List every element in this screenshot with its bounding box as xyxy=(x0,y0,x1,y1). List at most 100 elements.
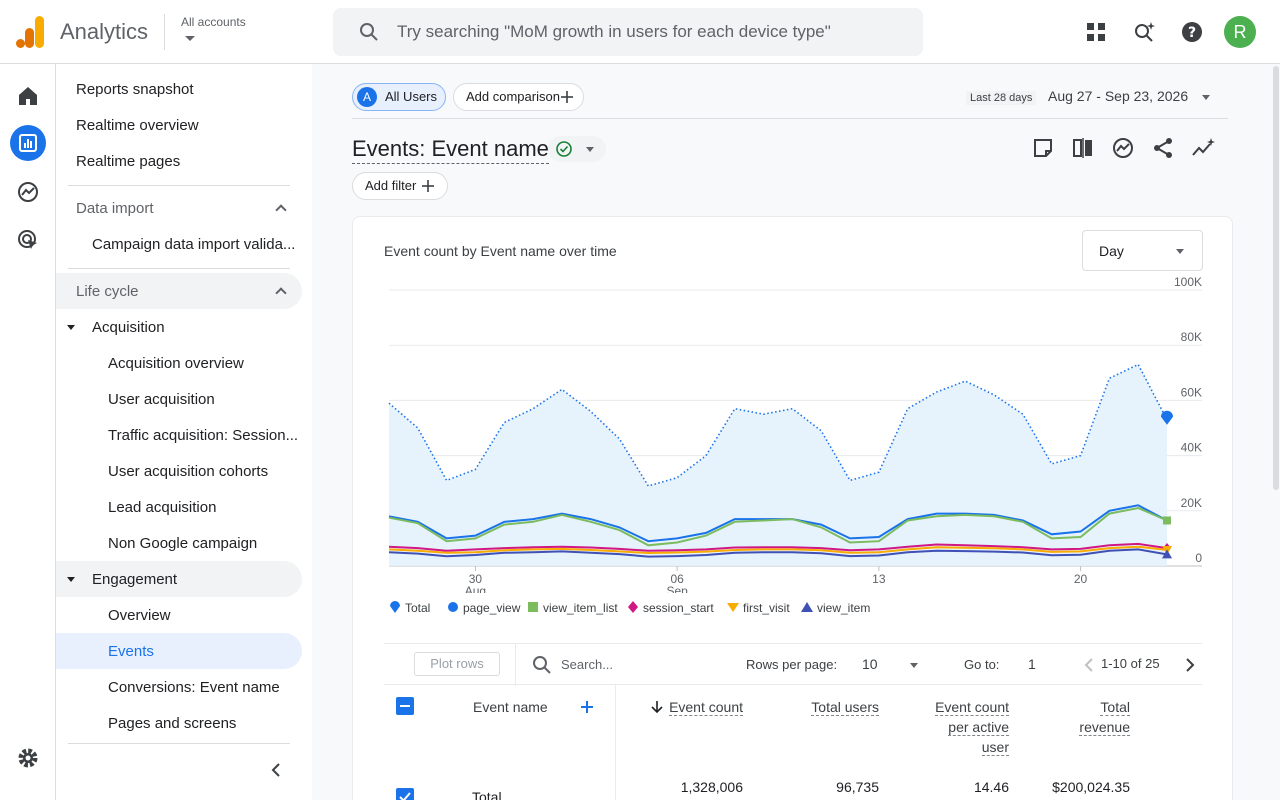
revenue-header-line-2: revenue xyxy=(1079,719,1130,736)
goto-page-input[interactable]: 1 xyxy=(1028,656,1036,672)
anomaly-insights-icon[interactable] xyxy=(1191,136,1215,160)
compare-icon[interactable] xyxy=(1071,136,1095,160)
nav-section-data-import[interactable]: Data import xyxy=(76,200,154,217)
nav-section-lifecycle[interactable]: Life cycle xyxy=(76,283,139,300)
nav-campaign-data-import[interactable]: Campaign data import valida... xyxy=(92,236,296,253)
customize-report-icon[interactable] xyxy=(1031,136,1055,160)
add-comparison-button[interactable]: Add comparison xyxy=(453,83,584,111)
collapse-nav-icon[interactable] xyxy=(269,762,283,778)
granularity-select[interactable]: Day xyxy=(1082,230,1203,271)
nav-engagement-overview[interactable]: Overview xyxy=(108,607,171,624)
column-header-total-revenue[interactable]: Total revenue xyxy=(1033,697,1130,737)
previous-page-icon[interactable] xyxy=(1083,657,1095,673)
account-dropdown-icon[interactable] xyxy=(185,36,195,41)
nav-acquisition-overview[interactable]: Acquisition overview xyxy=(108,355,244,372)
nav-acquisition[interactable]: Acquisition xyxy=(92,319,165,336)
total-revenue-value: $200,024.35 xyxy=(1052,779,1130,795)
header-divider xyxy=(352,118,1228,119)
column-header-total-users[interactable]: Total users xyxy=(773,697,879,717)
column-header-event-name[interactable]: Event name xyxy=(473,699,548,715)
avatar[interactable]: R xyxy=(1224,16,1256,48)
per-user-header-line-2: per active xyxy=(948,719,1009,736)
x-tick-label: 20 xyxy=(1074,572,1088,586)
legend-item-first-visit[interactable]: first_visit xyxy=(727,601,790,615)
nav-events[interactable]: Events xyxy=(108,643,154,660)
nav-user-acquisition[interactable]: User acquisition xyxy=(108,391,215,408)
analytics-logo-icon[interactable] xyxy=(16,16,44,48)
explore-icon[interactable] xyxy=(16,180,40,204)
nav-realtime-pages[interactable]: Realtime pages xyxy=(76,153,181,170)
series-end-marker-view-item xyxy=(1162,549,1172,559)
nav-engagement[interactable]: Engagement xyxy=(92,571,178,588)
select-all-checkbox[interactable] xyxy=(396,697,414,715)
table-toolbar: Plot rows Search... Rows per page: 10 Go… xyxy=(384,643,1202,686)
nav-realtime-overview[interactable]: Realtime overview xyxy=(76,117,199,134)
home-icon[interactable] xyxy=(16,84,40,108)
table-search-input[interactable]: Search... xyxy=(561,657,614,672)
nav-traffic-acquisition[interactable]: Traffic acquisition: Session... xyxy=(108,427,299,444)
nav-reports-snapshot[interactable]: Reports snapshot xyxy=(76,81,194,98)
search-input[interactable]: Try searching "MoM growth in users for e… xyxy=(397,22,831,41)
total-row-label: Total xyxy=(472,789,502,800)
date-dropdown-icon[interactable] xyxy=(1202,95,1210,100)
date-range-picker[interactable]: Aug 27 - Sep 23, 2026 xyxy=(1048,88,1189,104)
share-icon[interactable] xyxy=(1151,136,1175,160)
legend-marker-icon xyxy=(528,602,538,612)
per-user-header-line-3: user xyxy=(981,739,1009,756)
legend-label: first_visit xyxy=(743,601,790,615)
per-user-header-line-1: Event count xyxy=(935,699,1009,716)
nav-engagement-highlight xyxy=(56,561,302,597)
data-quality-chip[interactable] xyxy=(548,136,606,162)
series-line-view-item-list xyxy=(388,506,1168,547)
insights-icon[interactable] xyxy=(1111,136,1135,160)
legend-marker-icon xyxy=(448,602,458,612)
sort-descending-icon[interactable] xyxy=(651,700,663,714)
add-dimension-plus-icon[interactable] xyxy=(580,700,594,714)
apps-grid-icon[interactable] xyxy=(1084,20,1108,44)
legend-label: Total xyxy=(405,601,431,615)
total-row-checkbox[interactable] xyxy=(396,788,414,800)
x-tick-month-label: Aug xyxy=(465,584,486,593)
plot-rows-button[interactable]: Plot rows xyxy=(414,652,500,676)
rows-per-page-select[interactable]: 10 xyxy=(862,656,878,672)
nav-lead-acquisition[interactable]: Lead acquisition xyxy=(108,499,217,516)
reports-nav-button[interactable] xyxy=(10,125,46,161)
acquisition-expand-icon[interactable] xyxy=(67,325,75,330)
advertising-icon[interactable] xyxy=(16,228,40,252)
page-scrollbar[interactable] xyxy=(1272,64,1280,494)
search-bar[interactable]: Try searching "MoM growth in users for e… xyxy=(333,8,923,56)
legend-item-session-start[interactable]: session_start xyxy=(627,601,714,615)
total-event-count: 1,328,006 xyxy=(680,779,743,795)
nav-user-acquisition-cohorts[interactable]: User acquisition cohorts xyxy=(108,463,269,480)
plus-icon xyxy=(561,91,573,103)
plus-icon xyxy=(422,180,434,192)
series-line-session-start xyxy=(388,542,1168,552)
legend-item-view-item[interactable]: view_item xyxy=(801,601,870,615)
left-rail xyxy=(0,64,56,800)
nav-non-google-campaign[interactable]: Non Google campaign xyxy=(108,535,258,552)
account-selector-label[interactable]: All accounts xyxy=(181,15,246,29)
toolbar-divider xyxy=(515,644,516,686)
scrollbar-thumb[interactable] xyxy=(1273,66,1279,490)
nav-conversions[interactable]: Conversions: Event name xyxy=(108,679,280,696)
y-tick-label: 20K xyxy=(1181,496,1202,510)
legend-item-page-view[interactable]: page_view xyxy=(447,601,520,615)
engagement-expand-icon[interactable] xyxy=(67,577,75,582)
page-title[interactable]: Events: Event name xyxy=(352,136,549,164)
search-insights-icon[interactable] xyxy=(1132,20,1156,44)
collapse-data-import-icon[interactable] xyxy=(275,204,287,216)
column-header-event-count[interactable]: Event count xyxy=(653,697,743,717)
legend-item-total[interactable]: Total xyxy=(389,601,430,615)
legend-item-view-item-list[interactable]: view_item_list xyxy=(527,601,618,615)
settings-gear-icon[interactable] xyxy=(16,746,40,770)
legend-marker-icon xyxy=(628,601,638,613)
rows-per-page-dropdown-icon[interactable] xyxy=(910,663,918,668)
column-header-event-count-per-user[interactable]: Event count per active user xyxy=(893,697,1009,757)
next-page-icon[interactable] xyxy=(1184,657,1196,673)
rows-per-page-label: Rows per page: xyxy=(746,657,838,672)
all-users-chip[interactable]: A All Users xyxy=(352,83,446,111)
nav-pages-and-screens[interactable]: Pages and screens xyxy=(108,715,237,732)
help-icon[interactable]: ? xyxy=(1180,20,1204,44)
add-filter-button[interactable]: Add filter xyxy=(352,172,448,200)
